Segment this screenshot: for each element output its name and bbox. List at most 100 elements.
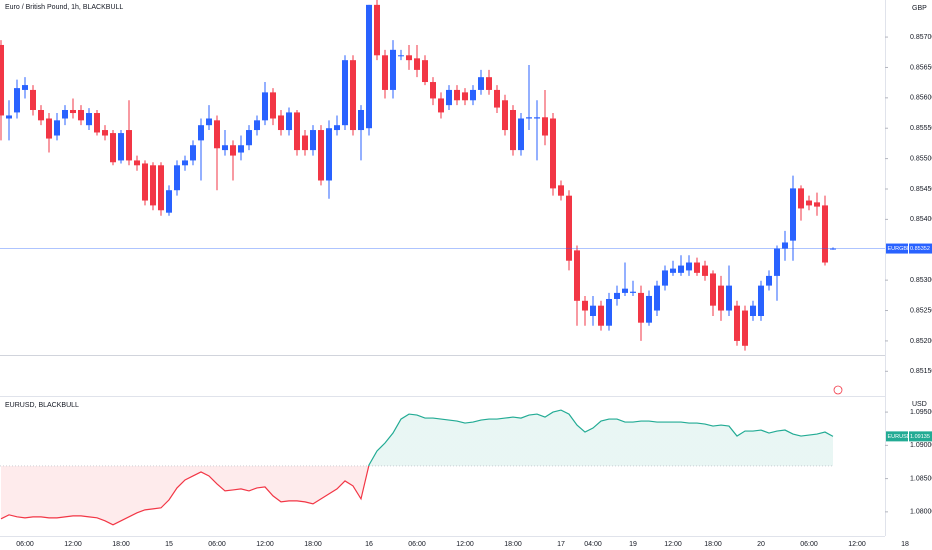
candle-body xyxy=(390,49,396,90)
candle-body xyxy=(718,285,724,311)
candle-body xyxy=(206,118,212,126)
candle-body xyxy=(630,291,636,293)
candle-body xyxy=(678,265,684,273)
candle-body xyxy=(134,160,140,166)
candle-body xyxy=(486,77,492,90)
candle-body xyxy=(774,248,780,276)
candle-body xyxy=(622,288,628,293)
pane-title: EURUSD, BLACKBULL xyxy=(5,402,79,409)
x-tick-label: 06:00 xyxy=(16,541,34,548)
x-tick-label: 12:00 xyxy=(664,541,682,548)
x-tick-label: 18:00 xyxy=(704,541,722,548)
candle-body xyxy=(558,185,564,196)
candle-body xyxy=(246,130,252,146)
y-axis-unit: USD xyxy=(912,401,927,408)
candle-body xyxy=(270,92,276,119)
candle-body xyxy=(646,295,652,323)
candle-body xyxy=(78,109,84,121)
candle-body xyxy=(534,117,540,119)
candle-body xyxy=(782,242,788,249)
candle-body xyxy=(638,292,644,323)
candle-body xyxy=(30,89,36,110)
candle-body xyxy=(662,270,668,286)
candle-body xyxy=(350,60,356,131)
candle-body xyxy=(86,113,92,126)
candle-body xyxy=(286,112,292,131)
candle-body xyxy=(750,305,756,316)
candle-body xyxy=(310,130,316,151)
x-tick-label: 17 xyxy=(557,541,565,548)
candle-body xyxy=(102,130,108,136)
candle-body xyxy=(222,145,228,151)
candle-body xyxy=(110,133,116,163)
x-tick-label: 12:00 xyxy=(456,541,474,548)
event-icon[interactable] xyxy=(833,385,843,395)
candle-body xyxy=(46,118,52,139)
candle-body xyxy=(262,92,268,121)
candle-body xyxy=(502,100,508,131)
candle-body xyxy=(526,117,532,119)
candle-body xyxy=(422,60,428,83)
candle-body xyxy=(0,44,4,116)
chart-title: Euro / British Pound, 1h, BLACKBULL xyxy=(5,4,123,11)
x-tick-label: 06:00 xyxy=(408,541,426,548)
candle-body xyxy=(462,92,468,101)
candle-body xyxy=(710,273,716,306)
candle-body xyxy=(414,58,420,70)
candle-body xyxy=(334,125,340,131)
x-tick-label: 18:00 xyxy=(304,541,322,548)
y-tick-label: 1.08000 xyxy=(910,509,932,516)
x-tick-label: 12:00 xyxy=(848,541,866,548)
candle-body xyxy=(702,265,708,276)
x-tick-label: 18 xyxy=(901,541,909,548)
candle-body xyxy=(790,188,796,241)
candle-body xyxy=(54,120,60,136)
x-tick-label: 16 xyxy=(365,541,373,548)
candle-body xyxy=(814,202,820,207)
candle-body xyxy=(470,89,476,101)
candle-body xyxy=(382,55,388,90)
y-tick-label: 1.08500 xyxy=(910,475,932,482)
x-tick-label: 04:00 xyxy=(584,541,602,548)
price-tag-symbol: EURUSD xyxy=(888,434,911,440)
candle-body xyxy=(478,77,484,90)
candle-body xyxy=(406,55,412,61)
candle-body xyxy=(590,305,596,316)
candle-body xyxy=(566,195,572,261)
candle-body xyxy=(614,292,620,299)
candle-body xyxy=(374,4,380,56)
candle-body xyxy=(654,285,660,311)
candle-body xyxy=(742,310,748,346)
candle-body xyxy=(94,113,100,133)
candle-body xyxy=(822,205,828,263)
candle-body xyxy=(446,89,452,106)
x-tick-label: 18:00 xyxy=(504,541,522,548)
candle-body xyxy=(318,130,324,181)
candle-body xyxy=(510,109,516,151)
candle-body xyxy=(198,125,204,141)
candle-body xyxy=(430,82,436,99)
x-tick-label: 18:00 xyxy=(112,541,130,548)
candle-body xyxy=(366,4,372,129)
candle-body xyxy=(398,55,404,57)
candle-body xyxy=(686,262,692,271)
price-tag-symbol-bg xyxy=(886,243,908,254)
candle-body xyxy=(174,165,180,191)
y-axis-unit: GBP xyxy=(912,5,927,12)
candle-body xyxy=(166,190,172,213)
x-tick-label: 19 xyxy=(629,541,637,548)
candle-body xyxy=(294,112,300,151)
line-series xyxy=(0,409,834,526)
candle-body xyxy=(214,120,220,149)
candle-body xyxy=(758,285,764,316)
x-tick-label: 20 xyxy=(757,541,765,548)
candle-body xyxy=(454,89,460,101)
